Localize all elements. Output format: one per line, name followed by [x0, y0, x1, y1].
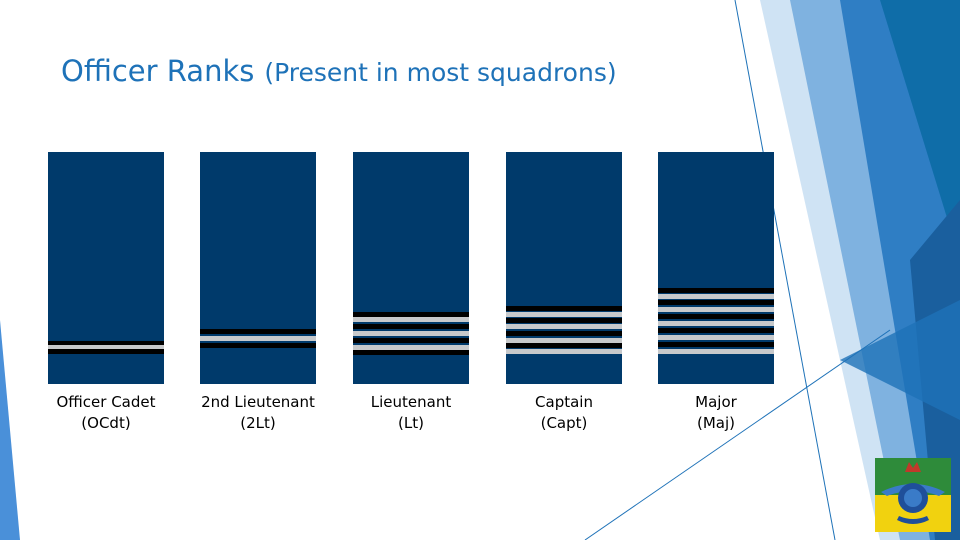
left-edge-wedge — [0, 320, 20, 540]
insignia-stripe-light — [506, 349, 622, 355]
insignia-stripe-dark — [353, 324, 469, 330]
rank-name: Captain — [535, 393, 593, 411]
title-subtitle: (Present in most squadrons) — [264, 58, 617, 87]
rank-caption: Lieutenant (Lt) — [336, 392, 486, 434]
right-panel-wedge — [840, 300, 960, 420]
accent-line-2 — [584, 329, 891, 540]
insignia-stripe-dark — [353, 350, 469, 356]
insignia-stripe-dark — [353, 312, 469, 318]
rank-insignia — [506, 152, 622, 384]
insignia-stripe-light — [353, 330, 469, 336]
insignia-stripe-light — [506, 324, 622, 330]
insignia-stripe-dark — [658, 342, 774, 348]
rank-caption: Major (Maj) — [641, 392, 791, 434]
rank-abbreviation: (Maj) — [696, 414, 735, 432]
rank-caption: Captain (Capt) — [489, 392, 639, 434]
insignia-stripe-light — [506, 312, 622, 318]
accent-line — [734, 0, 836, 540]
insignia-stripe-dark — [200, 343, 316, 349]
rank-abbreviation: (Lt) — [398, 414, 424, 432]
insignia-stripe-light — [200, 336, 316, 342]
right-panel-dark — [880, 0, 960, 260]
insignia-stripe-dark — [506, 330, 622, 336]
rank-insignia — [658, 152, 774, 384]
insignia-stripe-dark — [506, 343, 622, 349]
insignia-stripe-light — [658, 335, 774, 341]
squadron-crest-icon — [875, 458, 951, 532]
insignia-stripe-dark — [353, 337, 469, 343]
insignia-stripe-light — [658, 349, 774, 355]
insignia-stripe-dark — [658, 328, 774, 334]
insignia-stripe-light — [353, 317, 469, 323]
rank-abbreviation: (Capt) — [540, 414, 588, 432]
rank-abbreviation: (OCdt) — [81, 414, 131, 432]
rank-abbreviation: (2Lt) — [240, 414, 276, 432]
insignia-stripe-dark — [48, 349, 164, 355]
insignia-stripe-dark — [200, 329, 316, 335]
rank-name: 2nd Lieutenant — [201, 393, 315, 411]
insignia-stripe-light — [353, 344, 469, 350]
insignia-stripe-dark — [48, 341, 164, 347]
rank-name: Major — [695, 393, 737, 411]
insignia-stripe-dark — [658, 314, 774, 320]
insignia-stripe-light — [658, 307, 774, 313]
insignia-stripe-dark — [658, 287, 774, 293]
title-main: Officer Ranks — [61, 54, 255, 88]
insignia-stripe-light — [658, 321, 774, 327]
rank-name: Lieutenant — [370, 393, 452, 411]
insignia-stripe-dark — [658, 300, 774, 306]
rank-caption: Officer Cadet (OCdt) — [31, 392, 181, 434]
rank-insignia — [48, 152, 164, 384]
rank-insignia — [353, 152, 469, 384]
slide-title: Officer Ranks (Present in most squadrons) — [61, 54, 617, 88]
insignia-stripe-light — [48, 344, 164, 350]
insignia-stripe-dark — [506, 306, 622, 312]
insignia-stripe-light — [658, 293, 774, 299]
insignia-stripe-dark — [506, 317, 622, 323]
rank-insignia — [200, 152, 316, 384]
insignia-stripe-light — [506, 337, 622, 343]
rank-caption: 2nd Lieutenant (2Lt) — [183, 392, 333, 434]
rank-name: Officer Cadet — [56, 393, 156, 411]
